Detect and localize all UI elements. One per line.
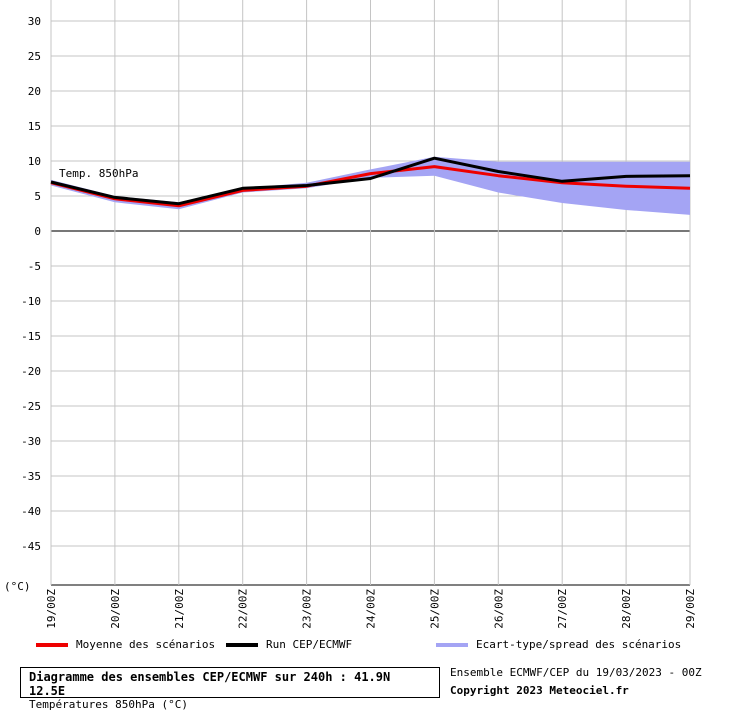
y-tick-label: -25 [21, 400, 41, 413]
y-tick-label: -20 [21, 365, 41, 378]
legend-mean-label: Moyenne des scénarios [76, 638, 216, 651]
y-tick-label: -35 [21, 470, 41, 483]
y-tick-label: 10 [28, 155, 41, 168]
y-tick-label: 15 [28, 120, 41, 133]
x-tick-label: 21/00Z [173, 589, 186, 629]
series-line-mean [50, 165, 691, 208]
y-unit-label: (°C) [4, 580, 31, 593]
legend-mean: Moyenne des scénarios [36, 638, 215, 651]
title-box: Diagramme des ensembles CEP/ECMWF sur 24… [20, 667, 440, 711]
y-tick-label: 0 [34, 225, 41, 238]
x-tick-label: 24/00Z [365, 589, 378, 629]
y-tick-label: 20 [28, 85, 41, 98]
legend-run: Run CEP/ECMWF [226, 638, 352, 651]
x-tick-label: 27/00Z [556, 589, 569, 629]
legend-run-swatch [226, 642, 258, 647]
y-tick-label: 25 [28, 50, 41, 63]
series-line-run [50, 156, 691, 206]
series-layer [50, 156, 691, 208]
y-tick-label: -15 [21, 330, 41, 343]
y-tick-label: 5 [34, 190, 41, 203]
legend-spread-label: Ecart-type/spread des scénarios [476, 638, 682, 651]
y-tick-label: 30 [28, 15, 41, 28]
copyright: Copyright 2023 Meteociel.fr [450, 684, 629, 697]
grid [50, 0, 691, 586]
x-tick-label: 29/00Z [684, 589, 697, 629]
y-tick-label: -30 [21, 435, 41, 448]
x-tick-label: 26/00Z [492, 589, 505, 629]
legend-run-label: Run CEP/ECMWF [266, 638, 353, 651]
x-tick-label: 28/00Z [620, 589, 633, 629]
y-tick-label: -40 [21, 505, 41, 518]
chart-area: 30 25 20 15 10 5 0 -5 -10 -15 -20 -25 -30 -35 -40 -45 19… [4, 0, 697, 629]
tick-labels: 30 25 20 15 10 5 0 -5 -10 -15 -20 -25 -30 -35 -40 -45 19… [21, 15, 697, 629]
ensemble-info: Ensemble ECMWF/CEP du 19/03/2023 - 00Z [450, 666, 702, 679]
x-tick-label: 20/00Z [109, 589, 122, 629]
x-tick-label: 23/00Z [301, 589, 314, 629]
spread-band-layer [51, 156, 690, 215]
x-tick-label: 25/00Z [428, 589, 441, 629]
spread-band [51, 156, 690, 215]
x-tick-label: 22/00Z [237, 589, 250, 629]
legend-spread-swatch [436, 642, 468, 647]
legend-mean-swatch [36, 642, 68, 647]
y-tick-label: -5 [28, 260, 41, 273]
x-tick-label: 19/00Z [45, 589, 58, 629]
y-tick-label: -45 [21, 540, 41, 553]
chart-title: Diagramme des ensembles CEP/ECMWF sur 24… [29, 670, 391, 698]
y-tick-label: -10 [21, 295, 41, 308]
legend-spread: Ecart-type/spread des scénarios [436, 638, 681, 651]
series-annotation: Temp. 850hPa [59, 167, 138, 180]
